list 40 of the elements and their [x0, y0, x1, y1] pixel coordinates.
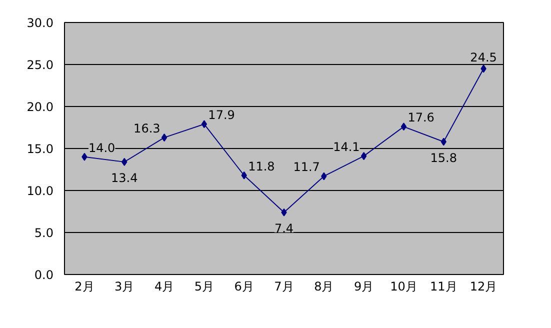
data-label: 13.4: [111, 170, 138, 185]
y-tick-label: 5.0: [34, 226, 54, 240]
data-label: 15.8: [430, 150, 457, 165]
point: [122, 158, 128, 166]
point: [480, 64, 486, 73]
point: [440, 138, 446, 146]
x-tick-label: 6月: [234, 280, 254, 294]
point: [281, 208, 287, 216]
data-label: 11.8: [248, 159, 275, 174]
data-label: 11.7: [293, 160, 320, 174]
y-tick-label: 15.0: [26, 142, 54, 156]
point: [82, 152, 88, 161]
x-tick-label: 4月: [154, 280, 174, 294]
y-tick-label: 30.0: [26, 16, 54, 30]
x-tick-label: 7月: [274, 280, 294, 294]
y-tick-label: 20.0: [26, 100, 54, 114]
x-tick-label: 3月: [114, 280, 134, 294]
point: [201, 120, 208, 128]
y-tick-label: 10.0: [26, 184, 54, 198]
x-tick-label: 12月: [470, 280, 498, 294]
point: [321, 172, 327, 180]
data-label: 7.4: [274, 221, 294, 236]
data-label: 14.1: [333, 140, 360, 154]
data-label: 17.6: [408, 110, 434, 125]
x-tick-label: 9月: [354, 280, 374, 294]
y-tick-label: 0.0: [34, 268, 54, 282]
data-label: 17.9: [208, 108, 235, 122]
x-tick-label: 5月: [194, 280, 214, 294]
x-tick-label: 10月: [390, 280, 418, 294]
y-tick-label: 25.0: [26, 58, 54, 72]
point: [161, 134, 168, 142]
point: [241, 171, 247, 180]
x-tick-label: 8月: [314, 280, 334, 294]
point: [360, 152, 367, 160]
data-label: 16.3: [134, 122, 160, 136]
x-tick-label: 2月: [74, 280, 94, 294]
data-label: 24.5: [470, 50, 497, 65]
x-tick-label: 11月: [430, 280, 458, 294]
data-label: 14.0: [88, 140, 116, 155]
point: [400, 122, 407, 131]
